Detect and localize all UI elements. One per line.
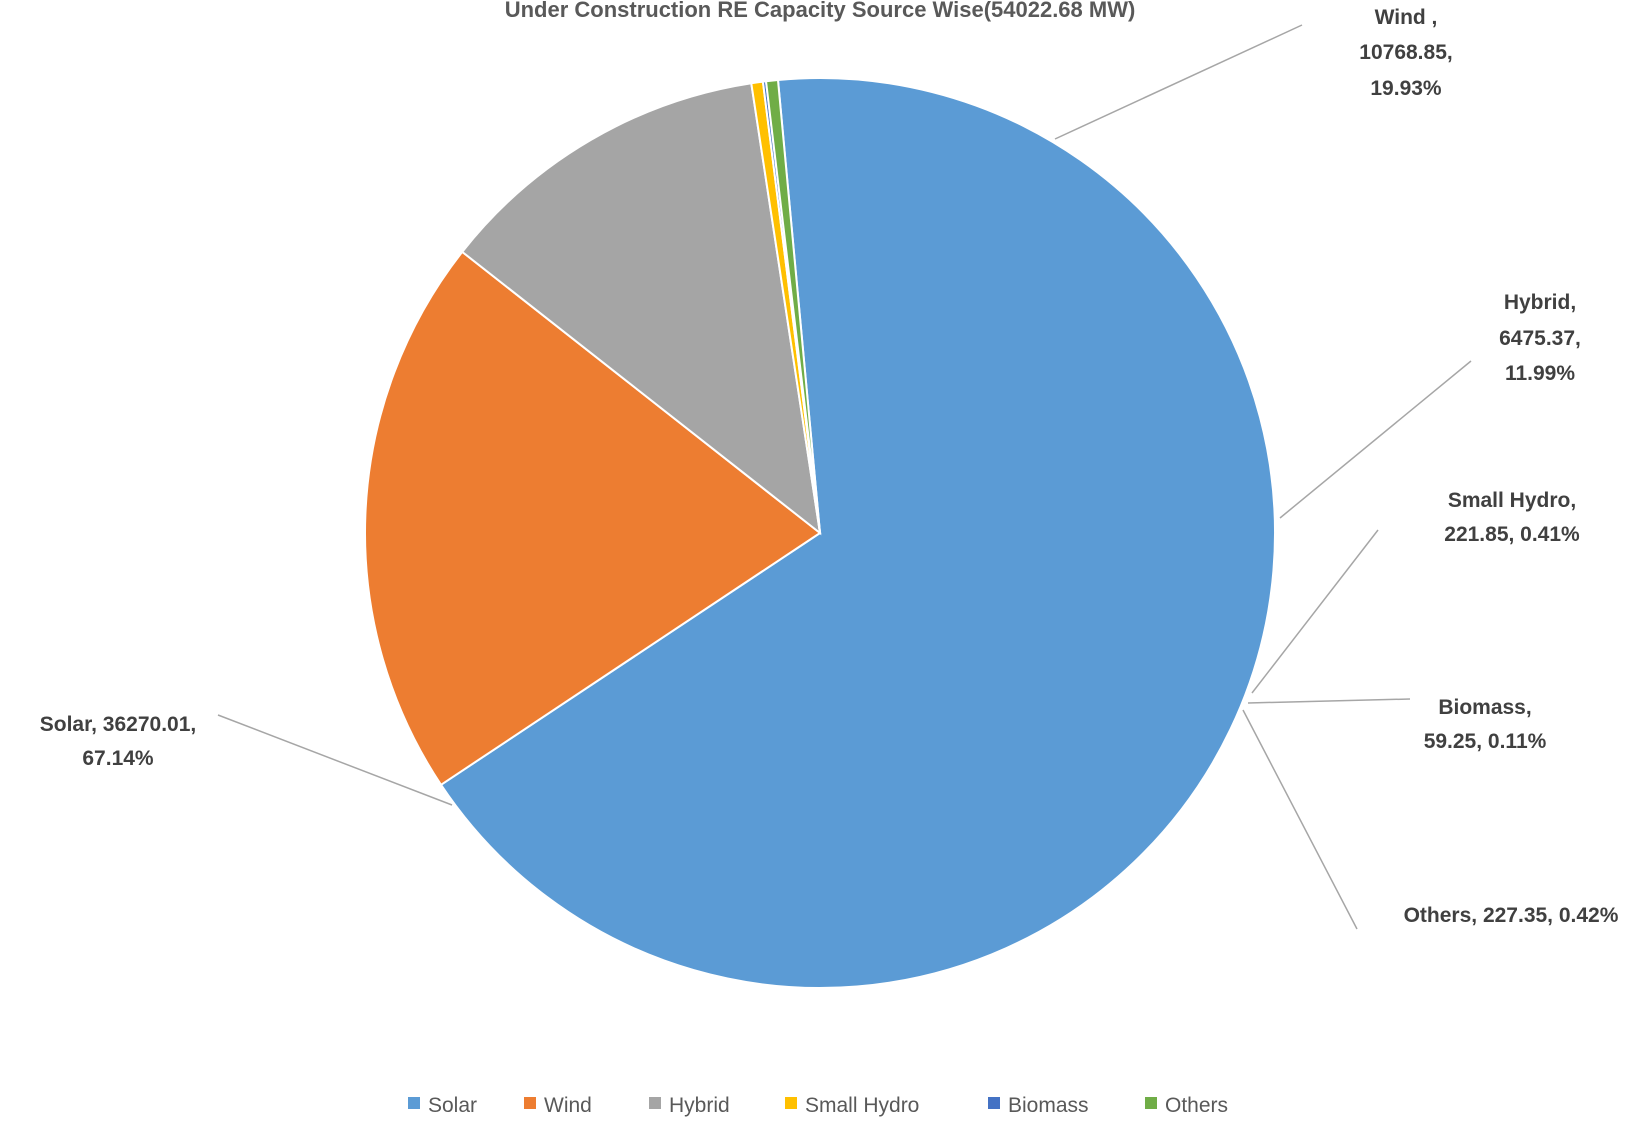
data-label-line: Biomass, — [1438, 696, 1531, 719]
data-label-small-hydro: Small Hydro, 221.85, 0.41% — [1444, 489, 1580, 546]
data-label-line: 6475.37, — [1499, 327, 1581, 350]
chart-title: Under Construction RE Capacity Source Wi… — [505, 0, 1136, 22]
legend-label-solar: Solar — [428, 1094, 477, 1117]
legend-label-hybrid: Hybrid — [669, 1094, 730, 1117]
leader-lines — [217, 24, 1472, 930]
legend-swatch-wind — [524, 1097, 536, 1109]
legend-swatch-biomass — [988, 1097, 1000, 1109]
legend: Solar Wind Hybrid Small Hydro Biomass Others — [408, 1094, 1228, 1117]
data-label-line: 11.99% — [1505, 362, 1575, 385]
pie-slice-solar — [439, 77, 1276, 989]
leader-line-others — [1242, 709, 1358, 930]
data-label-line: 221.85, 0.41% — [1444, 523, 1580, 546]
data-label-line: 67.14% — [82, 747, 154, 770]
data-label-line: Wind , — [1375, 6, 1438, 29]
data-label-line: Small Hydro, — [1448, 489, 1576, 512]
legend-label-biomass: Biomass — [1008, 1094, 1089, 1117]
legend-swatch-others — [1145, 1097, 1157, 1109]
data-label-line: 59.25, 0.11% — [1424, 730, 1547, 753]
legend-swatch-small-hydro — [785, 1097, 797, 1109]
legend-label-others: Others — [1165, 1094, 1228, 1117]
data-label-line: Solar, 36270.01, — [40, 713, 196, 736]
data-label-line: Hybrid, — [1504, 291, 1576, 314]
legend-label-small-hydro: Small Hydro — [805, 1094, 919, 1117]
leader-line-small-hydro — [1251, 529, 1379, 694]
data-label-line: 10768.85, — [1359, 41, 1452, 64]
data-label-line: Others, 227.35, 0.42% — [1404, 904, 1619, 927]
data-label-wind: Wind , 10768.85, 19.93% — [1359, 6, 1452, 100]
pie-slices — [364, 77, 1276, 989]
legend-swatch-solar — [408, 1097, 420, 1109]
data-label-line: 19.93% — [1370, 77, 1442, 100]
pie-slice-hybrid — [460, 82, 822, 536]
data-label-solar: Solar, 36270.01, 67.14% — [40, 713, 196, 770]
pie-slice-wind — [364, 250, 822, 787]
data-label-hybrid: Hybrid, 6475.37, 11.99% — [1499, 291, 1581, 385]
data-label-biomass: Biomass, 59.25, 0.11% — [1424, 696, 1547, 753]
leader-line-biomass — [1247, 698, 1411, 704]
data-labels: Solar, 36270.01, 67.14% Wind , 10768.85, 19.… — [40, 6, 1619, 927]
pie-slice-others — [764, 78, 821, 534]
leader-line-wind — [1054, 24, 1303, 140]
leader-line-hybrid — [1279, 360, 1472, 519]
leader-line-solar — [217, 714, 453, 806]
legend-label-wind: Wind — [544, 1094, 592, 1117]
data-label-others: Others, 227.35, 0.42% — [1404, 904, 1619, 927]
legend-swatch-hybrid — [649, 1097, 661, 1109]
